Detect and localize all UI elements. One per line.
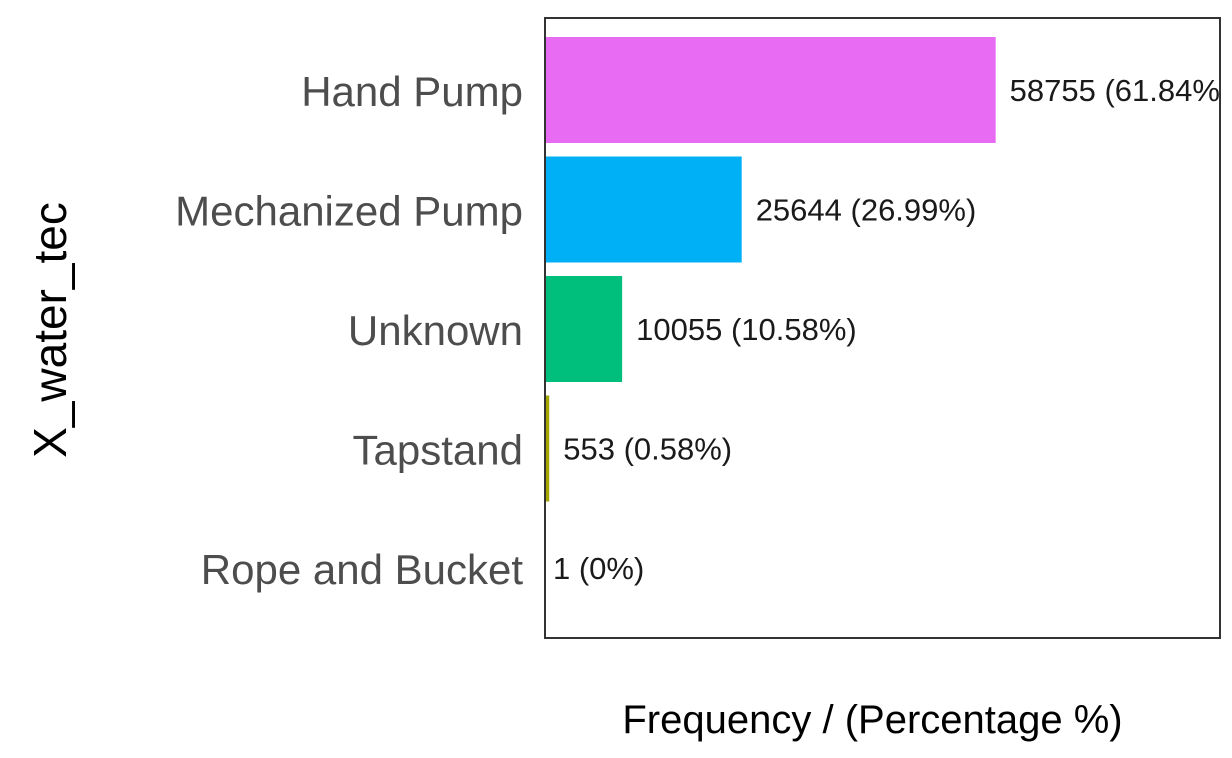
bar-unknown <box>545 276 622 382</box>
data-label: 1 (0%) <box>553 551 644 586</box>
data-label: 25644 (26.99%) <box>756 193 977 228</box>
bar-hand-pump <box>545 37 996 143</box>
data-labels-layer: 58755 (61.84%) 25644 (26.99%) 10055 (10.58… <box>553 73 1230 586</box>
y-tick-label: Unknown <box>348 307 523 354</box>
data-label: 10055 (10.58%) <box>636 312 857 347</box>
y-tick-label: Hand Pump <box>301 68 523 115</box>
y-tick-label: Mechanized Pump <box>175 188 523 235</box>
y-axis-label: X_water_tec <box>24 202 76 458</box>
y-tick-labels-layer: Hand Pump Mechanized Pump Unknown Tapstand R… <box>175 68 523 593</box>
y-tick-label: Tapstand <box>353 427 523 474</box>
y-tick-label: Rope and Bucket <box>201 546 524 593</box>
x-axis-label: Frequency / (Percentage %) <box>622 698 1122 742</box>
data-label: 58755 (61.84%) <box>1010 73 1231 108</box>
bar-mechanized-pump <box>545 157 742 263</box>
data-label: 553 (0.58%) <box>563 432 732 467</box>
